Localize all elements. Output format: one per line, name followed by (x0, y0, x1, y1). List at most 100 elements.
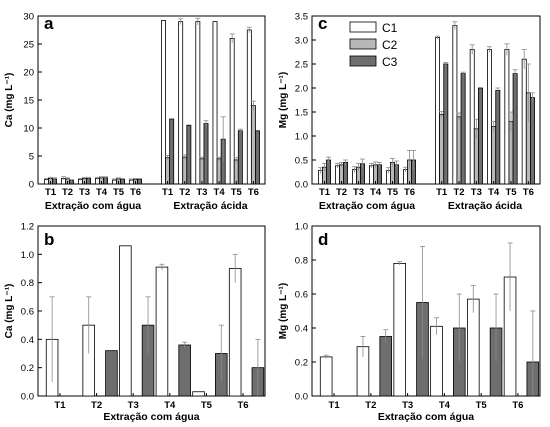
panel-b-ytick-label: 1.0 (21, 250, 34, 261)
panel-d-xtick-label: T6 (512, 400, 523, 411)
panel-b-bar-T4-C3 (178, 344, 191, 397)
panel-b-xtick-label: T2 (91, 400, 102, 411)
panel-a-bar-acid-T2-C2 (182, 156, 188, 185)
panel-a-xtick-label: T1 (45, 187, 57, 198)
panel-c-bar-acid-T6-C3 (529, 97, 535, 185)
panel-c-bar-water-T4-C1 (369, 165, 374, 185)
panel-d-ytick-label: 0.6 (295, 290, 308, 301)
panel-c-ytick-label: 3.5 (295, 12, 308, 23)
panel-a-bar-acid-T6-C1 (246, 29, 252, 185)
legend-label-C2: C2 (382, 38, 398, 52)
legend-swatch-C3 (349, 55, 377, 67)
panel-b-xtick-label: T6 (237, 400, 248, 411)
panel-c-bar-acid-T3-C1 (469, 49, 475, 185)
panel-c-ytick-label: 2.5 (295, 60, 308, 71)
panel-a-bar-acid-T3-C1 (195, 21, 201, 185)
panel-a-bar-acid-T2-C1 (178, 21, 184, 185)
panel-c-bar-acid-T4-C2 (491, 126, 497, 185)
panel-c-xtick-label: T6 (523, 187, 534, 198)
panel-a-bar-acid-T3-C2 (199, 158, 205, 185)
panel-c-ytick-label: 3.0 (295, 36, 308, 47)
panel-c-bar-water-T1-C3 (326, 159, 331, 185)
panel-b-bar-T6-C1 (228, 268, 242, 397)
panel-d-bar-T1-C1 (319, 356, 333, 397)
panel-c-xtick-label: T5 (505, 187, 517, 198)
panel-b-ytick-label: 0.4 (21, 335, 34, 346)
panel-c-group-label: Extração ácida (448, 200, 522, 212)
panel-a-bar-acid-T5-C1 (229, 38, 235, 185)
panel-d-bar-T2-C3 (379, 336, 393, 397)
panel-b-ytick-label: 0.6 (21, 307, 34, 318)
panel-c-bar-acid-T4-C3 (495, 90, 501, 185)
panel-b-letter: b (44, 230, 54, 249)
panel-d-ylabel: Mg (mg L⁻¹) (278, 283, 289, 339)
panel-a-bar-acid-T5-C2 (233, 159, 239, 185)
panel-a-bar-acid-T5-C3 (237, 130, 243, 185)
panel-b-bar-T5-C1 (192, 391, 205, 397)
panel-a-ytick-label: 25 (23, 40, 34, 51)
panel-a-ytick-label: 15 (23, 96, 34, 107)
panel-a-group-label: Extração ácida (173, 200, 247, 212)
panel-c-bar-water-T2-C3 (343, 161, 348, 185)
panel-a-xtick-label: T5 (113, 187, 125, 198)
panel-c-xtick-label: T2 (453, 187, 464, 198)
panel-a-ytick-label: 5 (29, 152, 34, 163)
panel-b-xtick-label: T1 (54, 400, 66, 411)
panel-b-ytick-label: 0.0 (21, 392, 34, 403)
panel-c-bar-acid-T1-C2 (439, 114, 445, 185)
panel-d-xtick-label: T4 (439, 400, 451, 411)
panel-a-xtick-label: T2 (179, 187, 190, 198)
legend-swatch-C2 (349, 38, 377, 50)
panel-b-xtick-label: T3 (128, 400, 139, 411)
panel-a-xtick-label: T2 (62, 187, 73, 198)
panel-d-ytick-label: 0.4 (295, 324, 308, 335)
panel-b-ytick-label: 0.2 (21, 363, 34, 374)
panel-a-xtick-label: T6 (130, 187, 141, 198)
panel-c-ytick-label: 1.5 (295, 108, 308, 119)
panel-c-bar-acid-T1-C3 (443, 63, 449, 185)
legend-label-C1: C1 (382, 21, 398, 35)
panel-c-xtick-label: T2 (336, 187, 347, 198)
panel-d-xtick-label: T5 (476, 400, 488, 411)
panel-a-xtick-label: T4 (214, 187, 226, 198)
panel-b-bar-T4-C1 (155, 266, 169, 397)
panel-c-bar-acid-T2-C2 (456, 116, 462, 185)
panel-a-bar-acid-T3-C3 (203, 123, 209, 185)
panel-d-xtick-label: T3 (402, 400, 413, 411)
legend-label-C3: C3 (382, 55, 398, 69)
panel-c-bar-acid-T2-C1 (452, 25, 458, 185)
panel-a-bar-acid-T6-C3 (255, 130, 260, 185)
panel-c-bar-acid-T5-C1 (504, 49, 510, 185)
panel-c-ytick-label: 1.0 (295, 132, 308, 143)
panel-c-xtick-label: T3 (353, 187, 364, 198)
panel-a-xtick-label: T6 (248, 187, 259, 198)
panel-b-xtick-label: T5 (201, 400, 213, 411)
panel-b-bar-T3-C1 (119, 245, 132, 397)
panel-c-xtick-label: T3 (471, 187, 482, 198)
legend-swatch-C1 (349, 21, 377, 33)
panel-c-bar-acid-T3-C3 (477, 87, 483, 185)
panel-a-bar-acid-T6-C2 (250, 105, 256, 185)
panel-d-ytick-label: 0.2 (295, 358, 308, 369)
panel-c-bar-water-T4-C3 (377, 164, 382, 185)
panel-d-bar-T5-C1 (466, 298, 480, 397)
panel-c-ytick-label: 0.0 (295, 180, 308, 191)
panel-c-xtick-label: T1 (436, 187, 448, 198)
panel-a-letter: a (44, 14, 54, 33)
panel-c-frame (311, 15, 541, 185)
panel-c-ytick-label: 2.0 (295, 84, 308, 95)
panel-d-letter: d (318, 230, 328, 249)
panel-a-xtick-label: T1 (162, 187, 174, 198)
panel-c-bar-acid-T1-C1 (435, 37, 441, 185)
panel-d-bar-T4-C1 (430, 325, 443, 397)
panel-d-ytick-label: 0.0 (295, 392, 308, 403)
panel-d-xtick-label: T2 (365, 400, 376, 411)
panel-a-ytick-label: 30 (23, 12, 34, 23)
panel-a-xtick-label: T3 (79, 187, 90, 198)
panel-a-group-label: Extração com água (45, 200, 141, 212)
panel-c-bar-acid-T2-C3 (460, 73, 466, 185)
panel-a-bar-acid-T4-C2 (216, 158, 222, 185)
panel-a-ytick-label: 20 (23, 68, 34, 79)
panel-c-bar-acid-T4-C1 (487, 49, 493, 185)
